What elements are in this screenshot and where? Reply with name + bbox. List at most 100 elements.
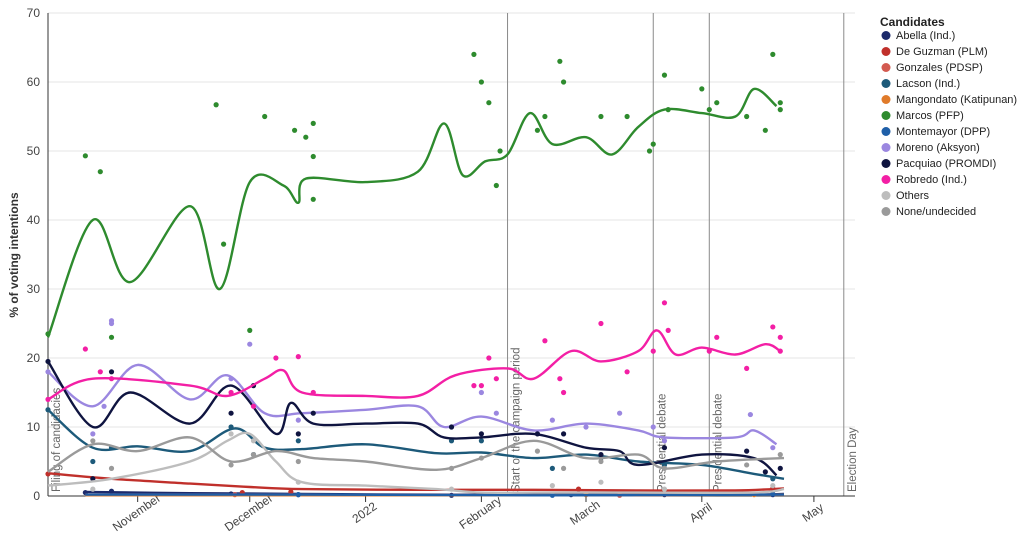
y-tick-label: 10 (27, 420, 41, 434)
data-point (598, 458, 604, 465)
y-tick-label: 20 (27, 351, 41, 365)
data-point (108, 465, 115, 471)
data-point (542, 338, 548, 344)
legend-title: Candidates (880, 15, 945, 29)
data-point (228, 431, 234, 437)
data-point (228, 462, 234, 468)
data-point (295, 458, 301, 465)
series-layer (45, 51, 785, 498)
data-point (598, 320, 604, 327)
y-tick-label: 0 (33, 489, 40, 503)
legend-entry: Others (896, 190, 930, 202)
data-point (250, 438, 257, 444)
series-none-undecided (47, 436, 785, 473)
x-tick-label: March (567, 497, 602, 528)
data-point (228, 410, 234, 416)
data-point (108, 369, 115, 375)
data-point (471, 383, 477, 389)
data-point (295, 431, 301, 437)
x-tick-label: April (687, 500, 715, 525)
data-point (557, 58, 563, 64)
data-point (534, 127, 541, 133)
data-point (534, 448, 541, 454)
data-point (744, 365, 750, 371)
data-point (303, 134, 309, 140)
trend-line (47, 408, 785, 480)
data-point (295, 438, 301, 444)
data-point (598, 452, 604, 458)
legend: Candidates Abella (Ind.) De Guzman (PLM) G… (880, 15, 1017, 218)
data-point (310, 410, 316, 416)
legend-entry: Montemayor (DPP) (896, 126, 990, 138)
data-point (744, 448, 750, 454)
data-point (108, 334, 115, 340)
data-point (661, 72, 668, 78)
data-point (295, 417, 301, 423)
data-point (762, 127, 768, 133)
data-point (471, 51, 477, 58)
event-label: Presidential debate (712, 394, 724, 492)
data-point (478, 389, 484, 396)
data-point (777, 334, 783, 340)
data-point (762, 469, 768, 475)
data-point (82, 346, 88, 352)
data-point (744, 113, 750, 120)
data-point (747, 411, 753, 418)
data-point (478, 79, 484, 85)
data-point (583, 424, 589, 430)
data-point (777, 452, 783, 458)
legend-entry: Abella (Ind.) (896, 30, 955, 42)
trend-line (46, 87, 778, 338)
data-point (770, 51, 776, 58)
series-others (47, 431, 785, 495)
data-point (598, 479, 604, 485)
data-point (448, 424, 455, 430)
data-point (770, 483, 776, 489)
data-point (714, 334, 720, 340)
trend-line (47, 436, 785, 473)
event-label: Filing of candidacies (51, 388, 63, 492)
legend-swatch (881, 143, 891, 152)
legend-entry: Mangondato (Katipunan) (896, 94, 1017, 106)
data-point (560, 389, 567, 396)
trend-line (47, 431, 785, 495)
data-point (661, 486, 668, 492)
trend-line (47, 363, 778, 446)
data-point (598, 113, 604, 120)
data-point (624, 369, 630, 375)
data-point (108, 320, 115, 327)
data-point (493, 182, 499, 189)
data-point (714, 100, 720, 106)
data-point (247, 327, 253, 333)
x-tick-label: May (800, 500, 827, 524)
legend-entry: Pacquiao (PROMDI) (896, 158, 996, 170)
legend-entry: Robredo (Ind.) (896, 174, 967, 186)
data-point (549, 417, 555, 423)
data-point (478, 431, 484, 437)
data-point (770, 324, 776, 330)
data-point (493, 376, 499, 382)
legend-entry: None/undecided (896, 206, 976, 218)
x-tick-label: December (222, 491, 275, 534)
series-robredo-ind (45, 300, 783, 409)
event-label: Presidential debate (656, 394, 668, 492)
data-point (250, 403, 257, 409)
data-point (90, 431, 96, 437)
y-tick-label: 50 (27, 144, 41, 158)
legend-swatch (881, 31, 891, 40)
data-point (220, 241, 227, 247)
series-moreno-aksyon (45, 318, 778, 451)
legend-swatch (881, 47, 891, 56)
data-point (744, 462, 750, 468)
data-point (273, 355, 279, 361)
trend-line (85, 493, 785, 497)
data-point (295, 354, 301, 360)
data-point (542, 113, 548, 120)
data-point (617, 410, 623, 416)
legend-swatch (881, 207, 891, 216)
data-point (97, 169, 103, 175)
data-point (493, 410, 499, 416)
x-tick-label: February (457, 493, 504, 532)
trend-line (47, 360, 778, 477)
